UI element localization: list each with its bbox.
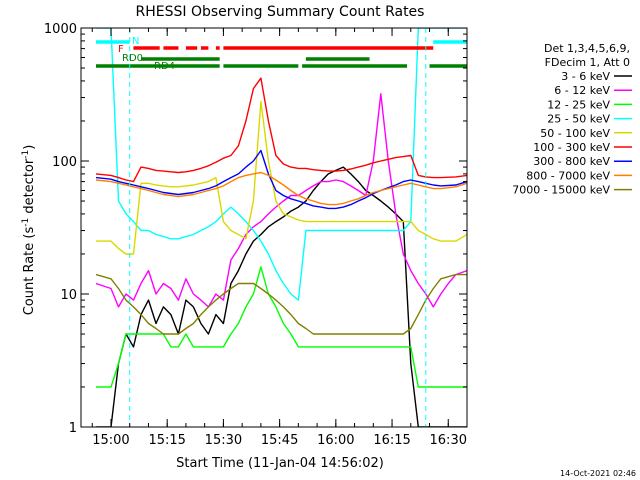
y-tick-label-2: 100 bbox=[52, 155, 77, 170]
y-axis-label-end: ) bbox=[22, 145, 37, 150]
series-line-8 bbox=[95, 273, 467, 335]
annotation-f: F bbox=[118, 44, 124, 55]
y-tick-label-1: 10 bbox=[60, 288, 77, 303]
legend-label-5: 100 - 300 keV bbox=[533, 141, 610, 154]
y-tick-label-0: 1 bbox=[69, 421, 77, 436]
x-tick-label-3: 15:45 bbox=[261, 433, 298, 448]
annotation-rd0: RD0 bbox=[122, 53, 143, 64]
series-layer bbox=[95, 28, 467, 427]
x-tick-label-6: 16:30 bbox=[430, 433, 467, 448]
legend-label-3: 25 - 50 keV bbox=[547, 113, 610, 126]
x-tick-label-2: 15:30 bbox=[205, 433, 242, 448]
plot-area: 15:00 15:15 15:30 15:45 16:00 16:15 16:30 1 10 10… bbox=[44, 22, 468, 448]
series-line-1 bbox=[95, 93, 467, 308]
y-tick-label-3: 1000 bbox=[44, 22, 77, 37]
series-line-5 bbox=[95, 77, 467, 183]
y-axis-label-mid: detector bbox=[22, 158, 37, 218]
x-tick-label-0: 15:00 bbox=[92, 433, 129, 448]
legend-label-0: 3 - 6 keV bbox=[561, 70, 610, 83]
x-tick-label-1: 15:15 bbox=[148, 433, 185, 448]
annotation-n: N bbox=[132, 36, 139, 47]
legend-label-6: 300 - 800 keV bbox=[533, 155, 610, 168]
y-axis-label-sup2: -1 bbox=[21, 150, 31, 159]
annotation-rd4: RD4 bbox=[154, 61, 175, 72]
legend-label-2: 12 - 25 keV bbox=[547, 98, 610, 111]
y-axis-label-base: Count Rate (s bbox=[22, 227, 37, 316]
y-axis-label: Count Rate (s-1 detector-1) bbox=[21, 145, 37, 316]
legend-label-7: 800 - 7000 keV bbox=[526, 169, 610, 182]
series-line-6 bbox=[95, 149, 467, 210]
legend-header-line-2: FDecim 1, Att 0 bbox=[545, 56, 630, 69]
legend-label-1: 6 - 12 keV bbox=[554, 84, 610, 97]
series-line-2 bbox=[96, 266, 467, 388]
legend-label-4: 50 - 100 keV bbox=[540, 127, 610, 140]
y-axis-label-sup1: -1 bbox=[21, 218, 31, 227]
x-axis-label: Start Time (11-Jan-04 14:56:02) bbox=[176, 456, 384, 471]
x-tick-label-4: 16:00 bbox=[317, 433, 354, 448]
series-line-0 bbox=[96, 166, 467, 427]
legend-header-line-1: Det 1,3,4,5,6,9, bbox=[544, 42, 630, 55]
legend-label-8: 7000 - 15000 keV bbox=[512, 184, 610, 197]
series-line-4 bbox=[96, 100, 467, 255]
x-tick-label-5: 16:15 bbox=[373, 433, 410, 448]
series-line-7 bbox=[95, 171, 467, 206]
series-line-3 bbox=[96, 28, 467, 301]
bars-layer bbox=[95, 40, 467, 68]
legend: Det 1,3,4,5,6,9, FDecim 1, Att 0 3 - 6 k… bbox=[512, 42, 632, 197]
ticks-layer: 15:00 15:15 15:30 15:45 16:00 16:15 16:30 1 10 10… bbox=[44, 22, 468, 448]
chart-title: RHESSI Observing Summary Count Rates bbox=[136, 4, 425, 20]
plot-frame bbox=[80, 27, 468, 428]
generated-timestamp: 14-Oct-2021 02:46 bbox=[560, 469, 636, 478]
